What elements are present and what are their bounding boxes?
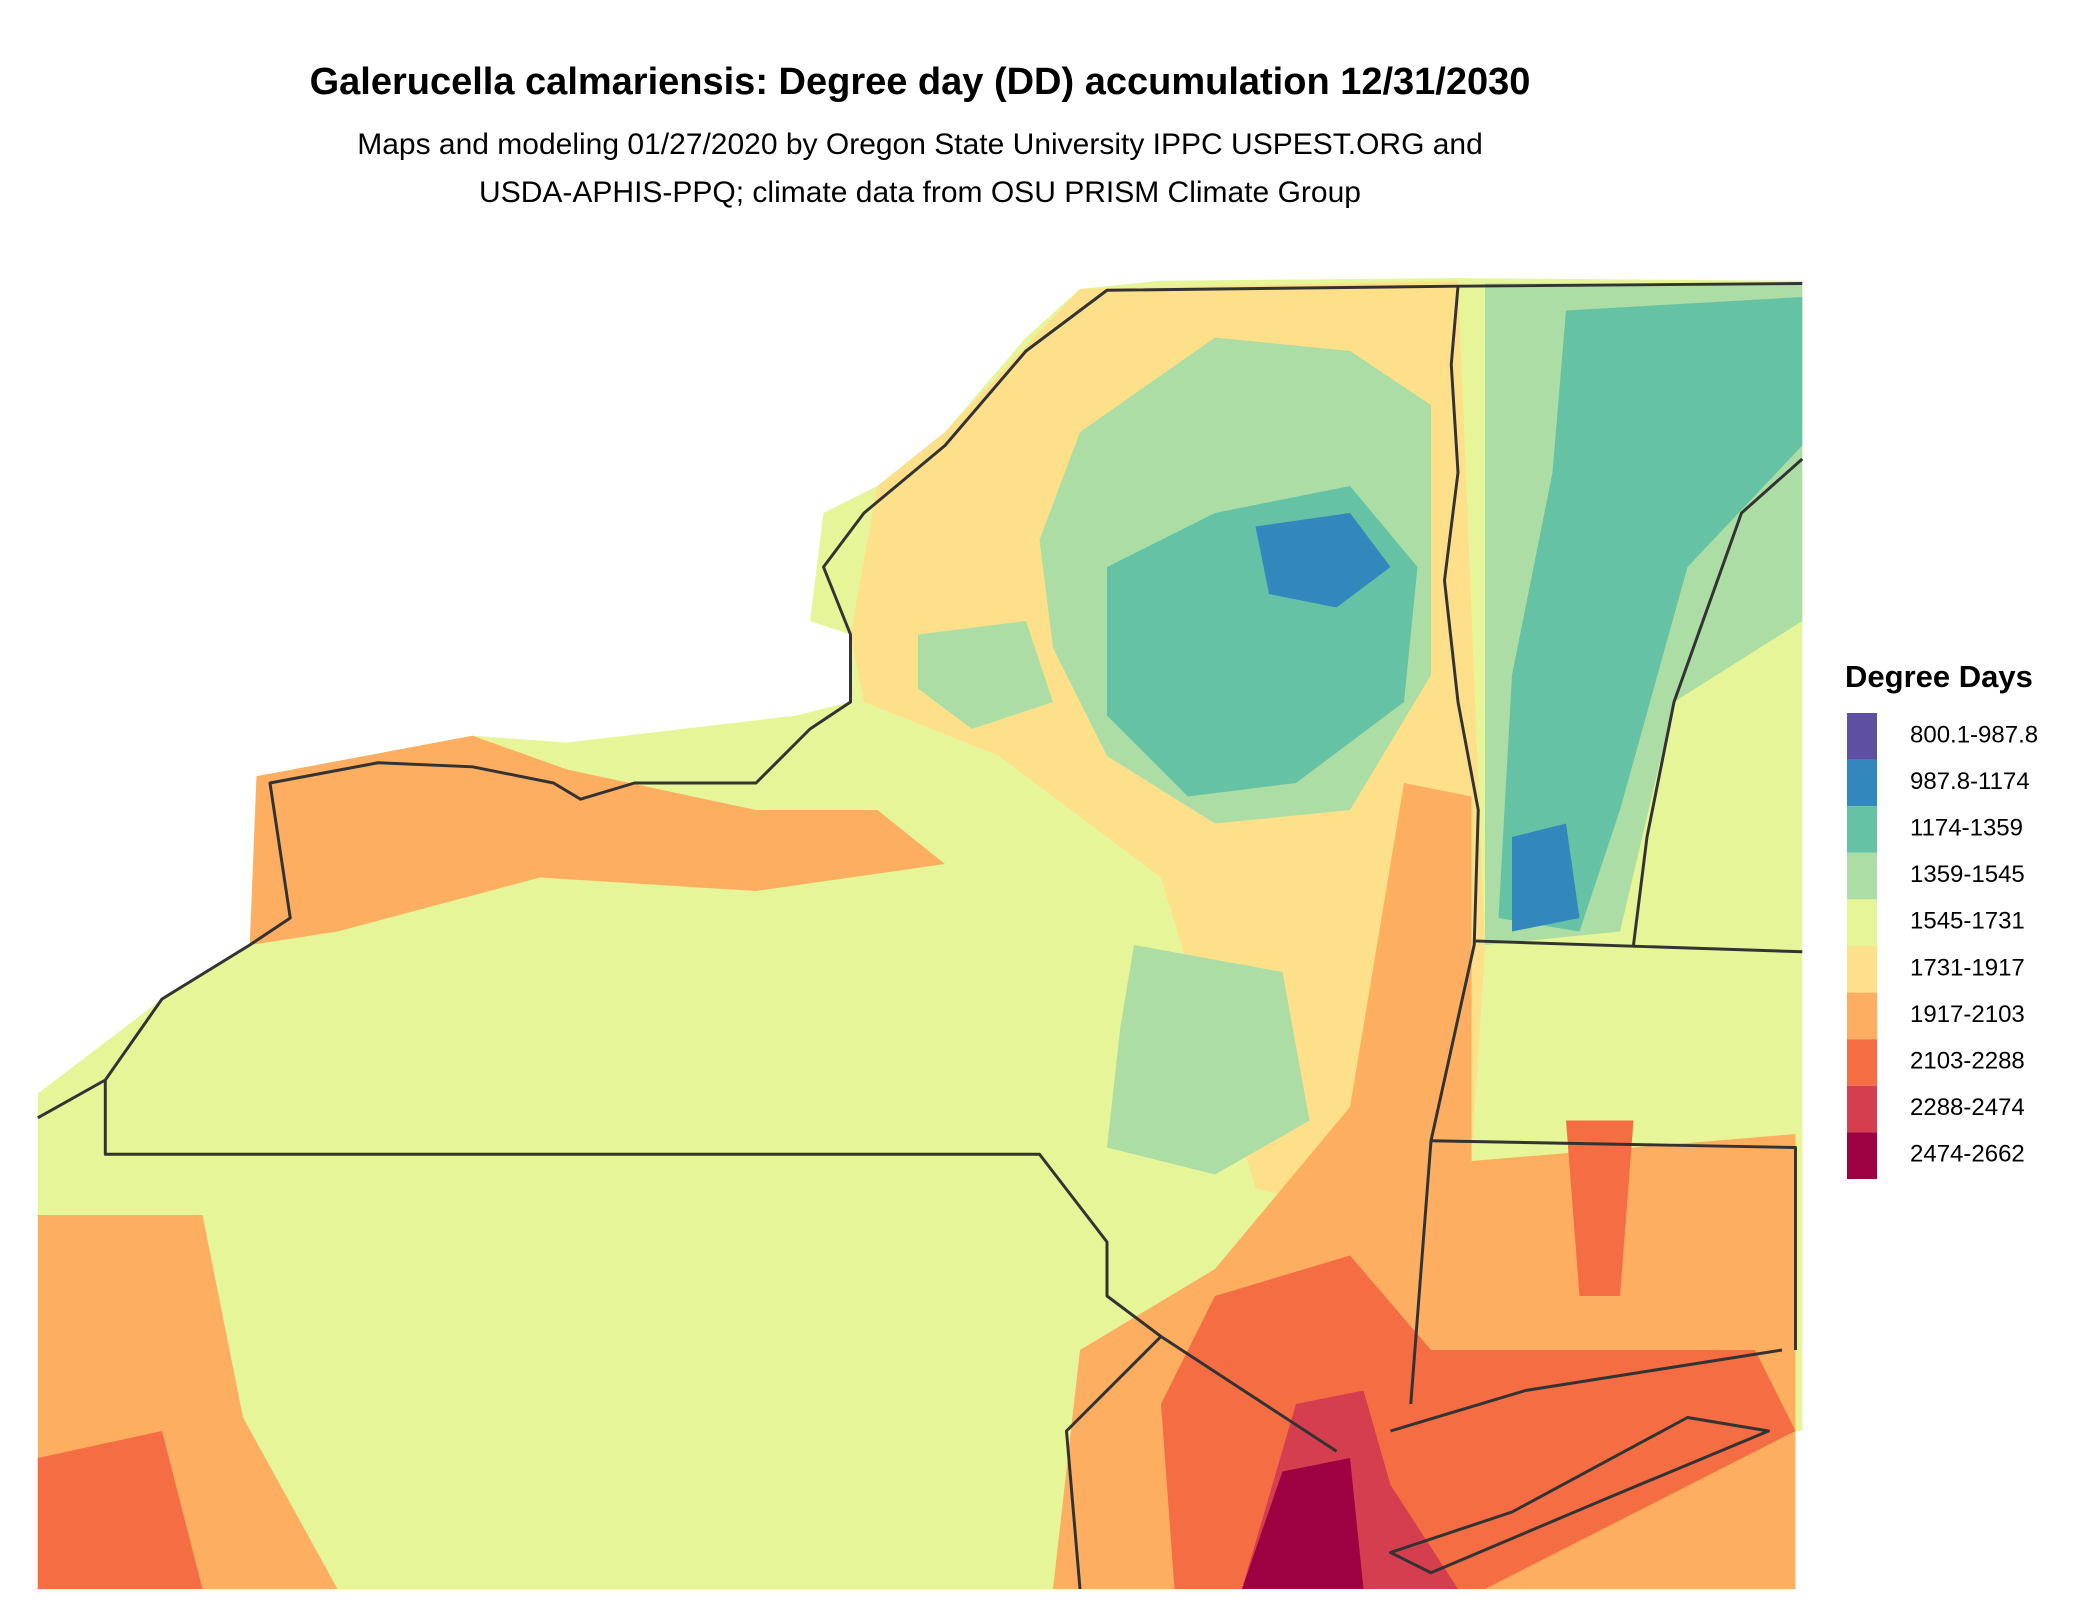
title: Galerucella calmariensis: Degree day (DD… [310, 61, 1531, 103]
region [1512, 823, 1580, 932]
legend-label: 1731-1917 [1910, 954, 2025, 981]
subtitle: USDA-APHIS-PPQ; climate data from OSU PR… [479, 176, 1361, 209]
border [37, 282, 1803, 1120]
legend-swatch [1847, 1085, 1877, 1133]
legend-swatch [1847, 1132, 1877, 1179]
legend-label: 1359-1545 [1910, 861, 2025, 888]
legend-swatch [1847, 1039, 1877, 1086]
legend-swatch [1847, 759, 1877, 807]
region [1242, 1458, 1364, 1589]
region [918, 621, 1053, 729]
legend-swatch [1847, 992, 1877, 1040]
border [1390, 1348, 1783, 1433]
legend-label: 1545-1731 [1910, 908, 2025, 935]
border [1389, 1416, 1770, 1575]
border [1430, 1139, 1797, 1351]
border [1632, 457, 1804, 946]
region [249, 735, 945, 945]
legend-label: 987.8-1174 [1910, 768, 2030, 795]
legend-label: 800.1-987.8 [1910, 721, 2038, 748]
region [37, 1431, 203, 1589]
border [1474, 939, 1803, 954]
region [1498, 297, 1803, 932]
border [1409, 286, 1480, 1405]
border [1065, 1335, 1163, 1590]
legend-title: Degree Days [1845, 659, 2033, 694]
legend-label: 2288-2474 [1910, 1094, 2025, 1121]
region [1566, 1120, 1634, 1296]
legend: 800.1-987.8 987.8-1174 1174-1359 1359-1545 1… [1847, 713, 2038, 1179]
legend-swatch [1847, 852, 1877, 900]
legend-label: 2474-2662 [1910, 1141, 2025, 1168]
map [37, 278, 1804, 1590]
legend-label: 1174-1359 [1910, 815, 2023, 842]
subtitle: Maps and modeling 01/27/2020 by Oregon S… [357, 128, 1483, 161]
legend-swatch [1847, 806, 1877, 853]
legend-label: 2103-2288 [1910, 1048, 2025, 1075]
region [1255, 513, 1391, 608]
legend-swatch [1847, 899, 1877, 946]
legend-label: 1917-2103 [1910, 1001, 2025, 1028]
legend-swatch [1847, 713, 1877, 760]
legend-swatch [1847, 946, 1877, 993]
region [1107, 945, 1310, 1175]
